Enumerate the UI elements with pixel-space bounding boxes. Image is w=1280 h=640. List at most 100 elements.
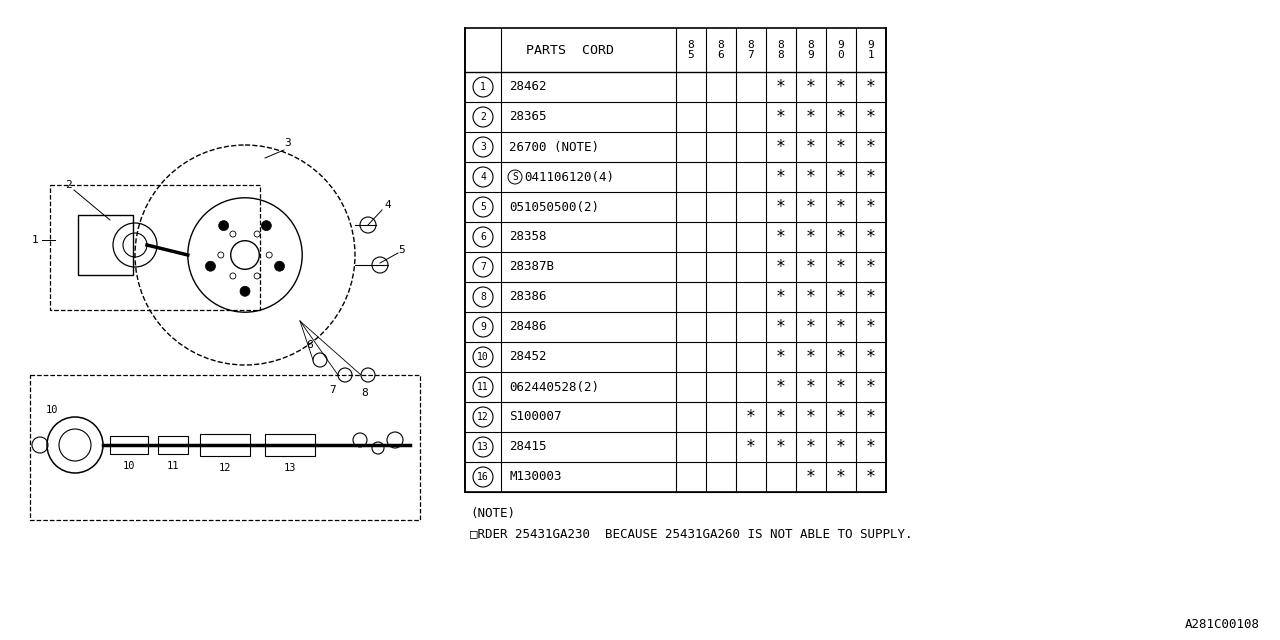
Text: 7: 7 bbox=[330, 385, 337, 395]
Text: *: * bbox=[836, 138, 846, 156]
Text: *: * bbox=[836, 468, 846, 486]
Text: *: * bbox=[806, 228, 817, 246]
Text: S: S bbox=[512, 172, 518, 182]
Text: S100007: S100007 bbox=[509, 410, 562, 424]
Text: *: * bbox=[776, 438, 786, 456]
Text: 3: 3 bbox=[284, 138, 292, 148]
Text: 7: 7 bbox=[480, 262, 486, 272]
Text: *: * bbox=[867, 228, 876, 246]
Text: 041106120(4): 041106120(4) bbox=[524, 170, 614, 184]
Text: 10: 10 bbox=[123, 461, 136, 471]
Text: PARTS  CORD: PARTS CORD bbox=[526, 44, 614, 56]
Text: 8
8: 8 8 bbox=[778, 40, 785, 60]
Text: 11: 11 bbox=[477, 382, 489, 392]
Text: 051050500(2): 051050500(2) bbox=[509, 200, 599, 214]
Circle shape bbox=[274, 261, 284, 271]
Text: 10: 10 bbox=[46, 405, 59, 415]
Text: *: * bbox=[836, 378, 846, 396]
Text: 8: 8 bbox=[362, 388, 369, 398]
Text: 4: 4 bbox=[480, 172, 486, 182]
Text: *: * bbox=[776, 318, 786, 336]
Text: 10: 10 bbox=[477, 352, 489, 362]
Text: 28452: 28452 bbox=[509, 351, 547, 364]
Text: *: * bbox=[867, 468, 876, 486]
Text: 4: 4 bbox=[384, 200, 392, 210]
Text: 8
6: 8 6 bbox=[718, 40, 724, 60]
Text: *: * bbox=[867, 258, 876, 276]
Text: 5: 5 bbox=[480, 202, 486, 212]
Bar bbox=[265, 434, 315, 456]
Text: 28387B: 28387B bbox=[509, 260, 554, 273]
Text: *: * bbox=[806, 348, 817, 366]
Text: *: * bbox=[867, 408, 876, 426]
Text: *: * bbox=[776, 288, 786, 306]
Text: *: * bbox=[776, 408, 786, 426]
Text: 6: 6 bbox=[307, 340, 314, 350]
Text: *: * bbox=[776, 258, 786, 276]
Text: 8
9: 8 9 bbox=[808, 40, 814, 60]
Text: 28415: 28415 bbox=[509, 440, 547, 454]
Bar bbox=[200, 434, 250, 456]
Text: 8: 8 bbox=[480, 292, 486, 302]
Text: *: * bbox=[867, 138, 876, 156]
Text: *: * bbox=[806, 438, 817, 456]
Text: *: * bbox=[806, 468, 817, 486]
Bar bbox=[465, 28, 886, 492]
Text: 28486: 28486 bbox=[509, 321, 547, 333]
Text: 2: 2 bbox=[64, 180, 72, 190]
Text: 6: 6 bbox=[480, 232, 486, 242]
Text: *: * bbox=[776, 198, 786, 216]
Bar bbox=[157, 436, 188, 454]
Circle shape bbox=[206, 261, 215, 271]
Text: *: * bbox=[836, 198, 846, 216]
Text: *: * bbox=[806, 138, 817, 156]
Text: *: * bbox=[776, 138, 786, 156]
Text: *: * bbox=[806, 168, 817, 186]
Text: *: * bbox=[867, 288, 876, 306]
Text: *: * bbox=[806, 378, 817, 396]
Bar bbox=[29, 375, 420, 520]
Text: *: * bbox=[746, 438, 756, 456]
Text: 28386: 28386 bbox=[509, 291, 547, 303]
Text: *: * bbox=[806, 198, 817, 216]
Text: *: * bbox=[806, 408, 817, 426]
Text: 5: 5 bbox=[398, 245, 406, 255]
Bar bbox=[50, 185, 260, 310]
Text: *: * bbox=[867, 108, 876, 126]
Text: *: * bbox=[746, 408, 756, 426]
Text: *: * bbox=[806, 318, 817, 336]
Text: *: * bbox=[806, 108, 817, 126]
Text: 1: 1 bbox=[480, 82, 486, 92]
Text: 28365: 28365 bbox=[509, 111, 547, 124]
Text: *: * bbox=[836, 438, 846, 456]
Text: *: * bbox=[806, 78, 817, 96]
Text: 28462: 28462 bbox=[509, 81, 547, 93]
Text: 12: 12 bbox=[477, 412, 489, 422]
Text: 9
1: 9 1 bbox=[868, 40, 874, 60]
Circle shape bbox=[219, 221, 229, 230]
Text: 11: 11 bbox=[166, 461, 179, 471]
Text: 12: 12 bbox=[219, 463, 232, 473]
Text: *: * bbox=[836, 318, 846, 336]
Text: *: * bbox=[836, 168, 846, 186]
Text: 8
7: 8 7 bbox=[748, 40, 754, 60]
Text: *: * bbox=[836, 258, 846, 276]
Text: *: * bbox=[836, 288, 846, 306]
Text: *: * bbox=[836, 408, 846, 426]
Text: 26700 (NOTE): 26700 (NOTE) bbox=[509, 141, 599, 154]
Text: A281C00108: A281C00108 bbox=[1185, 618, 1260, 632]
Text: *: * bbox=[867, 438, 876, 456]
Text: *: * bbox=[836, 348, 846, 366]
Text: *: * bbox=[806, 258, 817, 276]
Text: 1: 1 bbox=[32, 235, 38, 245]
Circle shape bbox=[261, 221, 271, 230]
Text: 9
0: 9 0 bbox=[837, 40, 845, 60]
Text: *: * bbox=[776, 348, 786, 366]
Text: *: * bbox=[867, 318, 876, 336]
Text: *: * bbox=[776, 228, 786, 246]
Text: *: * bbox=[776, 378, 786, 396]
Text: 3: 3 bbox=[480, 142, 486, 152]
Text: □RDER 25431GA230  BECAUSE 25431GA260 IS NOT ABLE TO SUPPLY.: □RDER 25431GA230 BECAUSE 25431GA260 IS N… bbox=[470, 527, 913, 541]
Text: 2: 2 bbox=[480, 112, 486, 122]
Text: *: * bbox=[836, 78, 846, 96]
